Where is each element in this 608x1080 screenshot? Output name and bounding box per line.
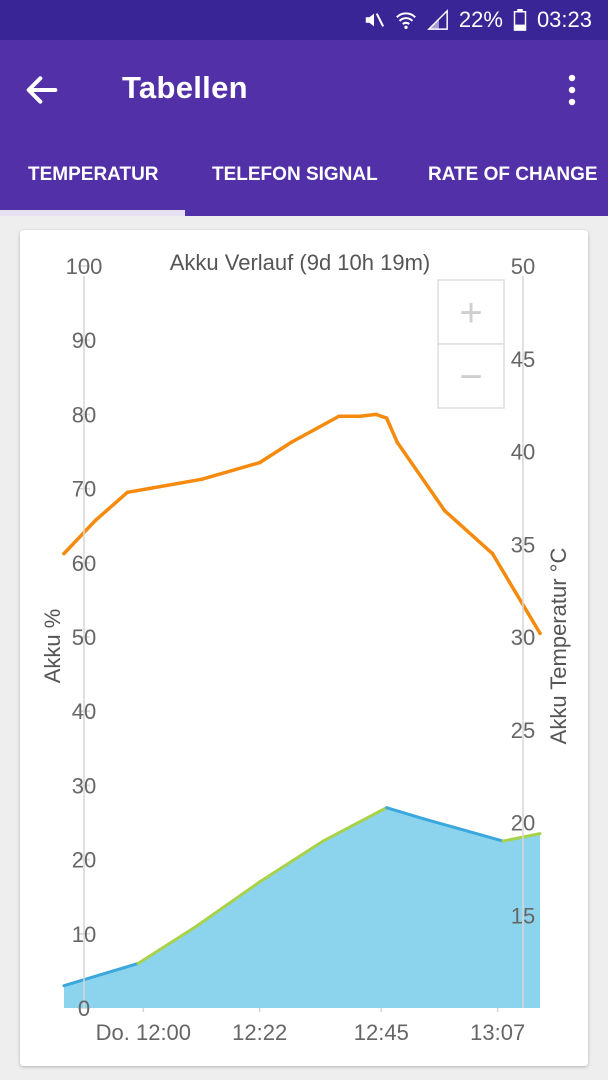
left-tick-label: 20	[72, 848, 96, 873]
x-tick-label: 12:22	[232, 1020, 287, 1045]
left-tick-label: 100	[66, 254, 103, 279]
zoom-out-button[interactable]	[437, 343, 505, 409]
battery-line-segment	[501, 832, 542, 843]
left-tick-label: 10	[72, 922, 96, 947]
temperature-point	[443, 509, 447, 513]
right-tick-label: 20	[511, 811, 535, 836]
left-tick-label: 50	[72, 625, 96, 650]
mute-icon	[365, 13, 384, 27]
battery-icon	[513, 9, 527, 31]
more-vert-icon[interactable]	[558, 70, 586, 110]
battery-line-segment	[321, 806, 389, 843]
battery-chart[interactable]: 0 10 20 30 40 50 60 70 80 90 100 15 20 25 30 35 40 45 50 Do…	[20, 230, 588, 1066]
battery-percent: 22%	[458, 7, 503, 32]
temperature-point	[395, 440, 400, 445]
temperature-point	[490, 551, 495, 556]
right-tick-label: 30	[511, 625, 535, 650]
tab-temperatur[interactable]: TEMPERATUR	[28, 164, 159, 185]
signal-icon	[426, 9, 448, 30]
right-tick-label: 25	[511, 718, 535, 743]
battery-line-segment	[422, 817, 505, 843]
temperature-point	[199, 477, 204, 482]
wifi-icon	[396, 12, 416, 29]
app-bar: Tabellen TEMPERATUR TELEFON SIGNAL RATE …	[0, 40, 608, 216]
temperature-point	[337, 414, 341, 419]
arrow-left-icon[interactable]	[22, 70, 62, 110]
tab-indicator	[0, 210, 185, 216]
left-tick-label: 40	[72, 699, 96, 724]
left-tick-label: 80	[72, 402, 96, 427]
temperature-point	[93, 518, 98, 522]
status-icons: 22% 03:23	[363, 0, 592, 40]
zoom-in-icon: +	[459, 291, 482, 335]
right-tick-label: 15	[511, 903, 535, 928]
left-tick-label: 60	[72, 551, 96, 576]
right-tick-label: 35	[511, 532, 535, 557]
clock: 03:23	[536, 7, 592, 32]
left-tick-label: 90	[72, 328, 96, 353]
chart-card: 0 10 20 30 40 50 60 70 80 90 100 15 20 25 30 35 40 45 50 Do…	[20, 230, 588, 1066]
battery-area	[64, 807, 540, 1008]
temperature-point	[538, 631, 542, 636]
battery-line-segment	[62, 973, 103, 988]
temperature-point	[62, 551, 66, 556]
x-tick-label: 12:45	[354, 1020, 409, 1045]
tab-rate-of-change[interactable]: RATE OF CHANGE	[428, 164, 598, 185]
page-title: Tabellen	[122, 70, 248, 105]
battery-line-segment	[99, 961, 140, 977]
battery-line-segment	[258, 839, 325, 884]
right-tick-label: 50	[511, 254, 535, 279]
temperature-point	[384, 416, 389, 420]
temperature-point	[146, 486, 151, 491]
tab-bar: TEMPERATUR TELEFON SIGNAL RATE OF CHANGE	[0, 156, 608, 216]
x-tick-label: 13:07	[470, 1020, 525, 1045]
right-tick-label: 40	[511, 440, 535, 465]
temperature-point	[374, 412, 378, 417]
temperature-point	[289, 440, 294, 445]
left-tick-label: 70	[72, 477, 96, 502]
temperature-point	[125, 490, 130, 495]
temperature-point	[358, 414, 362, 419]
zoom-out-icon: −	[459, 355, 482, 399]
status-bar: 22% 03:23	[0, 0, 608, 40]
zoom-controls: + −	[437, 279, 505, 409]
left-tick-label: 30	[72, 773, 96, 798]
zoom-in-button[interactable]	[437, 279, 505, 345]
battery-line-segment	[385, 806, 426, 821]
right-axis-label: Akku Temperatur °C	[546, 548, 571, 745]
temperature-point	[257, 460, 262, 465]
chart-title: Akku Verlauf (9d 10h 19m)	[170, 250, 430, 275]
tab-telefon-signal[interactable]: TELEFON SIGNAL	[212, 164, 378, 185]
left-axis-label: Akku %	[40, 609, 65, 684]
battery-line-segment	[194, 880, 262, 928]
temperature-line	[62, 412, 542, 636]
x-tick-label: Do. 12:00	[96, 1020, 191, 1045]
battery-line-segment	[136, 924, 198, 965]
left-tick-label: 0	[78, 996, 90, 1021]
right-tick-label: 45	[511, 347, 535, 372]
